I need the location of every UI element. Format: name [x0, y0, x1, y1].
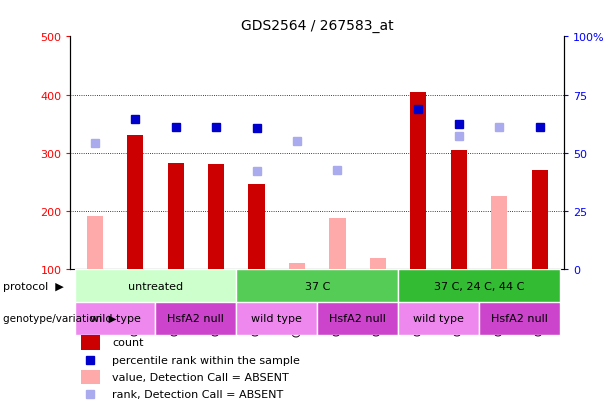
Text: wild type: wild type: [251, 313, 302, 323]
Bar: [318, 302, 398, 335]
Bar: [329, 218, 346, 270]
Bar: [398, 270, 560, 302]
Text: rank, Detection Call = ABSENT: rank, Detection Call = ABSENT: [112, 389, 284, 399]
Text: HsfA2 null: HsfA2 null: [491, 313, 548, 323]
Bar: [237, 302, 318, 335]
Bar: [167, 163, 184, 270]
Text: wild type: wild type: [413, 313, 464, 323]
Bar: [451, 150, 467, 270]
Bar: [531, 171, 548, 270]
Bar: [75, 270, 237, 302]
Text: wild type: wild type: [89, 313, 140, 323]
Text: genotype/variation  ▶: genotype/variation ▶: [3, 313, 116, 323]
Bar: [156, 302, 237, 335]
Text: protocol  ▶: protocol ▶: [3, 281, 64, 291]
Bar: [208, 165, 224, 270]
Bar: [479, 302, 560, 335]
Title: GDS2564 / 267583_at: GDS2564 / 267583_at: [241, 19, 394, 33]
Text: value, Detection Call = ABSENT: value, Detection Call = ABSENT: [112, 372, 289, 382]
Text: HsfA2 null: HsfA2 null: [329, 313, 386, 323]
Bar: [289, 264, 305, 270]
Bar: [410, 93, 427, 270]
Text: untreated: untreated: [128, 281, 183, 291]
Bar: [237, 270, 398, 302]
Bar: [75, 302, 156, 335]
Text: HsfA2 null: HsfA2 null: [167, 313, 224, 323]
Bar: [82, 335, 100, 350]
Text: count: count: [112, 338, 144, 348]
Bar: [86, 216, 103, 270]
Bar: [127, 136, 143, 270]
Text: 37 C: 37 C: [305, 281, 330, 291]
Bar: [82, 370, 100, 384]
Bar: [491, 197, 508, 270]
Text: 37 C, 24 C, 44 C: 37 C, 24 C, 44 C: [434, 281, 524, 291]
Bar: [248, 184, 265, 270]
Bar: [370, 258, 386, 270]
Text: percentile rank within the sample: percentile rank within the sample: [112, 355, 300, 365]
Bar: [398, 302, 479, 335]
